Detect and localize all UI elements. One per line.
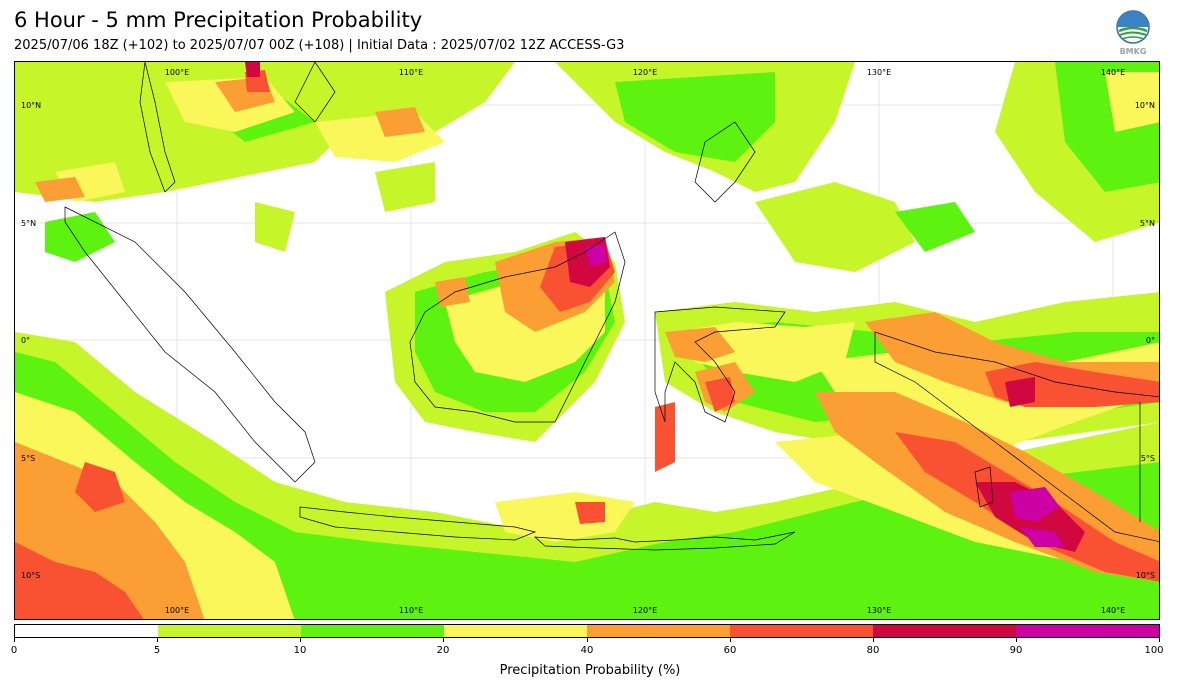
lat-label-right: 10°N [1135,101,1155,110]
colorbar-ticks: 0 5 10 20 40 60 80 90 100 [10,638,1164,658]
lon-label-bottom: 100°E [165,606,189,615]
lon-label-bottom: 110°E [399,606,423,615]
colorbar-tick [1016,638,1017,642]
colorbar-tick-label: 5 [153,645,161,656]
colorbar-segment [730,625,873,637]
colorbar-segment [444,625,587,637]
colorbar-tick-label: 10 [293,645,307,656]
lon-label-top: 100°E [165,68,189,77]
colorbar-segment [587,625,730,637]
lat-label-right: 5°N [1140,219,1155,228]
svg-text:BMKG: BMKG [1120,47,1147,56]
colorbar-segment [301,625,444,637]
colorbar-tick [1159,638,1160,642]
page-subtitle: 2025/07/06 18Z (+102) to 2025/07/07 00Z … [14,38,625,53]
colorbar-label: Precipitation Probability (%) [499,663,681,678]
colorbar-tick-label: 0 [10,645,18,656]
bmkg-logo-icon: BMKG [1114,10,1152,56]
lat-label-right: 0° [1146,336,1155,345]
lat-label-left: 0° [21,336,30,345]
coastlines [64,62,1159,551]
lat-label-right: 5°S [1141,454,1155,463]
colorbar-tick-label: 20 [436,645,450,656]
colorbar-tick [730,638,731,642]
colorbar [14,624,1160,638]
colorbar-tick [157,638,158,642]
precipitation-map: 100°E 110°E 120°E 130°E 140°E 100°E 110°… [14,61,1160,620]
lon-label-top: 130°E [867,68,891,77]
lon-label-bottom: 130°E [867,606,891,615]
colorbar-tick-label: 100 [1144,645,1164,656]
lat-label-right: 10°S [1136,571,1155,580]
colorbar-segment [158,625,301,637]
colorbar-tick [300,638,301,642]
colorbar-tick [443,638,444,642]
lat-label-left: 10°N [21,101,41,110]
colorbar-tick-label: 90 [1009,645,1023,656]
lat-label-left: 5°S [21,454,35,463]
lon-label-top: 120°E [633,68,657,77]
lat-label-left: 10°S [21,571,40,580]
lon-label-top: 140°E [1101,68,1125,77]
colorbar-tick-label: 40 [580,645,594,656]
colorbar-tick-label: 80 [866,645,880,656]
colorbar-tick [587,638,588,642]
colorbar-segment [873,625,1016,637]
colorbar-segment [15,625,158,637]
colorbar-tick [873,638,874,642]
colorbar-segment [1016,625,1159,637]
colorbar-tick-label: 60 [723,645,737,656]
page-title: 6 Hour - 5 mm Precipitation Probability [14,8,423,32]
precip-field-90-100 [585,244,1065,547]
lon-label-top: 110°E [399,68,423,77]
lat-label-left: 5°N [21,219,36,228]
lon-label-bottom: 120°E [633,606,657,615]
lon-label-bottom: 140°E [1101,606,1125,615]
colorbar-tick [14,638,15,642]
